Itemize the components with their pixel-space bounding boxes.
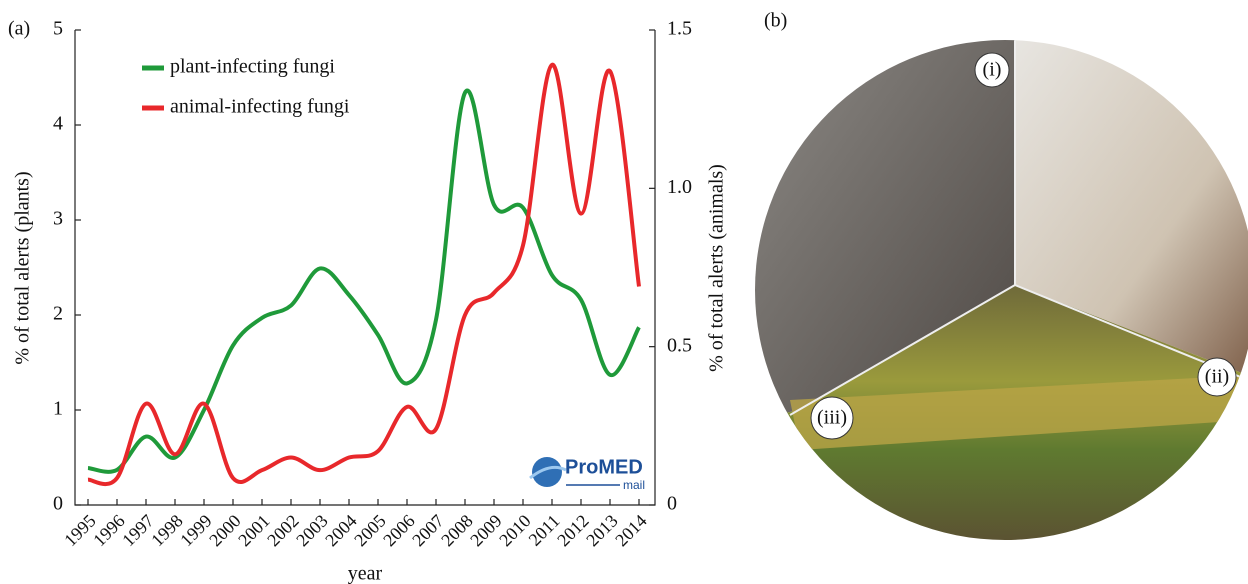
page: {"panel_labels": ["(a)", "(b)"], "chart_… (0, 0, 1248, 584)
y-tick-label: 2 (53, 303, 63, 325)
y-tick-label: 4 (53, 113, 63, 135)
panel-label: (b) (764, 10, 787, 32)
y-tick-label: 1 (53, 398, 63, 420)
logo-sub: mail (623, 478, 645, 492)
y-tick-label: 5 (53, 18, 63, 40)
y2-axis-label: % of total alerts (animals) (706, 164, 728, 372)
data-line (88, 91, 639, 472)
photo-label: (ii) (1205, 366, 1229, 388)
logo-name: ProMED (565, 456, 643, 478)
line-chart: 01234500.51.01.5199519961997199819992000… (12, 18, 728, 584)
y-tick-label: 0 (53, 493, 63, 515)
photo-label: (i) (983, 59, 1002, 81)
panel-label: (a) (8, 18, 30, 40)
y2-tick-label: 1.5 (667, 18, 692, 40)
y2-tick-label: 0 (667, 493, 677, 515)
y-tick-label: 3 (53, 208, 63, 230)
photo-collage (750, 30, 1248, 560)
figure: (a) (b) 01234500.51.01.51995199619971998… (0, 0, 1248, 584)
y2-tick-label: 1.0 (667, 176, 692, 198)
photo-label: (iii) (817, 407, 847, 429)
legend-label: animal-infecting fungi (170, 96, 350, 118)
y-axis-label: % of total alerts (plants) (12, 171, 34, 364)
data-line (88, 65, 639, 484)
y2-tick-label: 0.5 (667, 334, 692, 356)
x-tick-label: 2014 (611, 511, 651, 551)
legend-label: plant-infecting fungi (170, 56, 335, 78)
x-axis-label: year (348, 563, 383, 584)
